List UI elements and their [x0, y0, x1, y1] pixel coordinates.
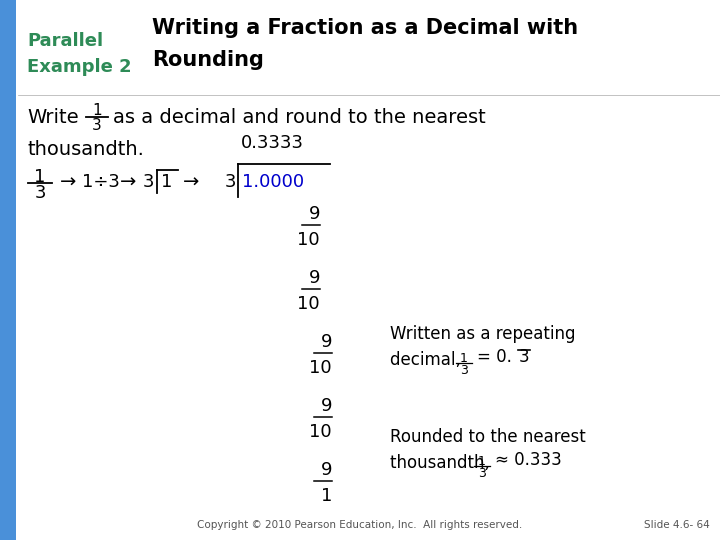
Text: 1÷3: 1÷3: [82, 173, 120, 191]
Text: = 0.: = 0.: [477, 348, 512, 366]
Text: 9: 9: [308, 205, 320, 223]
Text: 1: 1: [478, 455, 486, 468]
Text: →: →: [183, 172, 199, 192]
Text: ≈ 0.333: ≈ 0.333: [495, 451, 562, 469]
Text: thousandth,: thousandth,: [390, 454, 495, 472]
Text: 3: 3: [143, 173, 155, 191]
Text: Written as a repeating: Written as a repeating: [390, 325, 575, 343]
Text: Slide 4.6- 64: Slide 4.6- 64: [644, 520, 710, 530]
Text: decimal,: decimal,: [390, 351, 466, 369]
Text: 1: 1: [320, 487, 332, 505]
Text: 1: 1: [92, 103, 102, 118]
Text: 10: 10: [297, 295, 320, 313]
Text: 1: 1: [460, 352, 468, 365]
Text: 9: 9: [320, 461, 332, 479]
Text: 3: 3: [519, 348, 530, 366]
Text: 9: 9: [320, 333, 332, 351]
Text: 3: 3: [478, 467, 486, 480]
Text: Example 2: Example 2: [27, 58, 132, 76]
Text: 10: 10: [310, 359, 332, 377]
Text: as a decimal and round to the nearest: as a decimal and round to the nearest: [113, 108, 486, 127]
Text: thousandth.: thousandth.: [27, 140, 144, 159]
Text: 9: 9: [308, 269, 320, 287]
Text: 3: 3: [225, 173, 236, 191]
Text: 9: 9: [320, 397, 332, 415]
Text: 3: 3: [460, 364, 468, 377]
Text: →: →: [120, 172, 136, 192]
Text: 10: 10: [297, 231, 320, 249]
Text: 3: 3: [35, 184, 46, 202]
Text: Parallel: Parallel: [27, 32, 103, 50]
Text: 3: 3: [92, 118, 102, 133]
Text: Rounded to the nearest: Rounded to the nearest: [390, 428, 586, 446]
Text: 10: 10: [310, 423, 332, 441]
Text: →: →: [60, 172, 76, 192]
Text: 1: 1: [161, 173, 172, 191]
Text: Rounding: Rounding: [152, 50, 264, 70]
Text: Copyright © 2010 Pearson Education, Inc.  All rights reserved.: Copyright © 2010 Pearson Education, Inc.…: [197, 520, 523, 530]
Text: 1: 1: [35, 168, 45, 186]
Text: Write: Write: [27, 108, 78, 127]
Text: 1.0000: 1.0000: [242, 173, 304, 191]
Text: 0.3333: 0.3333: [241, 134, 304, 152]
Text: Writing a Fraction as a Decimal with: Writing a Fraction as a Decimal with: [152, 18, 578, 38]
Bar: [0, 0, 16, 540]
